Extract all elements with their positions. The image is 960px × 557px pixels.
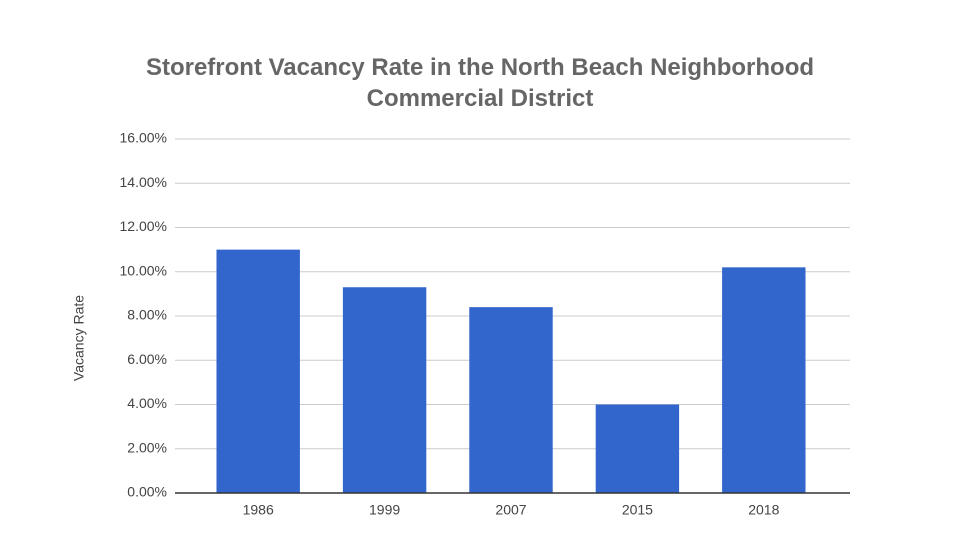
y-axis-label: Vacancy Rate	[71, 295, 87, 381]
bar	[342, 287, 427, 493]
y-tick-label: 16.00%	[120, 130, 167, 146]
bar	[469, 307, 553, 493]
x-tick-label: 1986	[243, 502, 274, 518]
x-tick-label: 2007	[495, 502, 526, 518]
y-tick-label: 14.00%	[120, 174, 167, 190]
y-tick-label: 10.00%	[120, 262, 167, 278]
y-tick-label: 6.00%	[127, 351, 167, 367]
bar	[595, 404, 680, 493]
y-tick-label: 4.00%	[127, 395, 167, 411]
chart-title: Storefront Vacancy Rate in the North Bea…	[145, 54, 815, 112]
bar	[722, 267, 806, 493]
y-tick-label: 12.00%	[120, 218, 167, 234]
y-tick-label: 2.00%	[127, 439, 167, 455]
x-tick-label: 2018	[748, 502, 779, 518]
y-tick-label: 0.00%	[127, 484, 167, 500]
x-tick-label: 1999	[369, 502, 400, 518]
y-tick-label: 8.00%	[127, 307, 167, 323]
x-tick-label: 2015	[622, 502, 653, 518]
bar	[216, 249, 300, 493]
